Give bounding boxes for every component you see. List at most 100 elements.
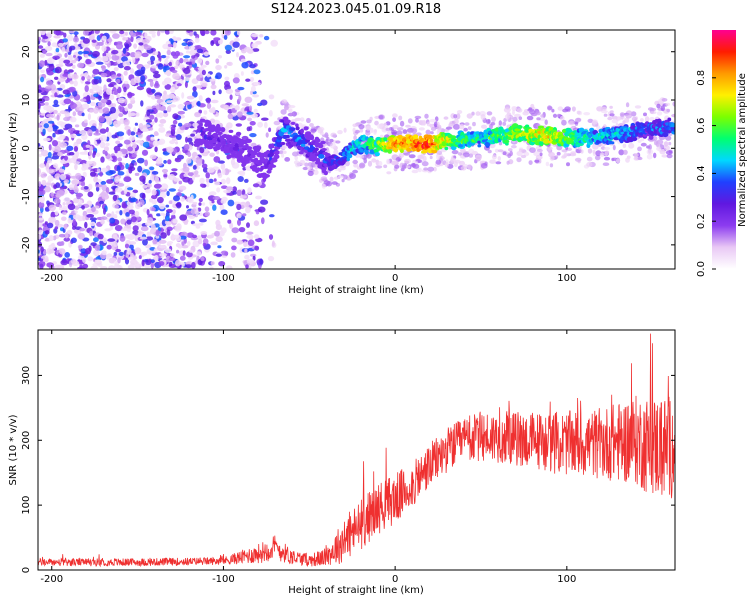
heatmap-cell	[268, 234, 274, 240]
heatmap-cell	[265, 132, 269, 138]
heatmap-cell	[244, 160, 249, 163]
heatmap-cell	[545, 161, 550, 167]
heatmap-cell	[672, 101, 675, 107]
heatmap-cell	[460, 166, 467, 171]
heatmap-cell	[161, 94, 170, 100]
heatmap-cell	[93, 76, 102, 80]
heatmap-cell	[110, 106, 116, 114]
heatmap-cell	[236, 30, 241, 36]
heatmap-cell	[412, 163, 420, 169]
heatmap-cell	[421, 161, 429, 167]
heatmap-cell	[489, 123, 493, 130]
heatmap-cell	[187, 197, 194, 204]
heatmap-cell	[223, 34, 228, 40]
heatmap-cell	[386, 171, 392, 175]
heatmap-cell	[184, 77, 191, 81]
heatmap-cell	[181, 241, 185, 246]
heatmap-cell	[181, 92, 185, 99]
heatmap-cell	[215, 143, 222, 148]
heatmap-cell	[536, 117, 541, 121]
heatmap-cell	[119, 235, 126, 242]
heatmap-cell	[159, 191, 167, 199]
heatmap-cell	[194, 170, 199, 175]
heatmap-cell	[41, 149, 49, 157]
heatmap-cell	[128, 209, 135, 215]
heatmap-cell	[172, 72, 180, 80]
heatmap-cell	[81, 112, 85, 117]
heatmap-cell	[281, 143, 288, 150]
heatmap-cell	[106, 255, 110, 260]
heatmap-cell	[386, 158, 390, 165]
heatmap-cell	[216, 150, 220, 155]
heatmap-cell	[101, 35, 107, 41]
heatmap-cell	[151, 189, 157, 196]
heatmap-cell	[115, 210, 120, 214]
heatmap-cell	[121, 56, 128, 62]
heatmap-cell	[192, 157, 197, 163]
heatmap-cell	[241, 162, 246, 168]
heatmap-cell	[523, 151, 530, 157]
heatmap-cell	[197, 57, 203, 64]
heatmap-cell	[535, 111, 541, 116]
heatmap-cell	[51, 147, 55, 152]
heatmap-cell	[592, 149, 596, 154]
heatmap-cell	[117, 97, 126, 104]
heatmap-cell	[211, 139, 217, 144]
heatmap-cell	[69, 80, 74, 85]
heatmap-cell	[100, 216, 108, 221]
heatmap-cell	[38, 229, 43, 235]
heatmap-cell	[459, 155, 465, 159]
heatmap-cell	[79, 264, 83, 269]
heatmap-cell	[38, 98, 45, 104]
heatmap-cell	[310, 128, 317, 133]
heatmap-cell	[157, 63, 164, 70]
heatmap-cell	[177, 244, 183, 249]
heatmap-cell	[178, 185, 187, 191]
heatmap-cell	[295, 123, 299, 127]
heatmap-cell	[383, 122, 388, 126]
heatmap-cell	[52, 140, 58, 147]
heatmap-cell	[72, 130, 81, 135]
heatmap-cell	[222, 141, 227, 145]
heatmap-cell	[161, 168, 169, 173]
heatmap-cell	[170, 125, 176, 133]
heatmap-cell	[146, 209, 150, 216]
heatmap-cell	[192, 86, 197, 92]
heatmap-cell	[253, 234, 260, 240]
heatmap-cell	[124, 31, 128, 36]
heatmap-cell	[656, 146, 662, 151]
heatmap-cell	[94, 244, 101, 252]
heatmap-cell	[246, 222, 250, 228]
snr-x-axis-label: Height of straight line (km)	[288, 585, 424, 596]
heatmap-cell	[171, 233, 175, 241]
heatmap-cell	[101, 250, 107, 256]
heatmap-cell	[422, 119, 427, 126]
heatmap-cell	[322, 134, 329, 138]
heatmap-cell	[125, 163, 129, 170]
heatmap-cell	[487, 149, 492, 154]
heatmap-cell	[159, 101, 168, 106]
heatmap-cell	[418, 127, 425, 131]
heatmap-cell	[609, 105, 613, 109]
heatmap-cell	[568, 120, 575, 126]
heatmap-cell	[249, 64, 256, 69]
spectrogram-frame	[37, 29, 676, 270]
heatmap-cell	[245, 146, 253, 150]
heatmap-cell	[90, 171, 96, 177]
heatmap-cell	[42, 49, 47, 55]
heatmap-cell	[603, 146, 611, 151]
heatmap-cell	[220, 127, 226, 133]
heatmap-cell	[424, 113, 429, 119]
heatmap-cell	[292, 151, 299, 157]
heatmap-cell	[281, 128, 288, 133]
heatmap-cell	[247, 117, 253, 122]
heatmap-cell	[299, 159, 306, 166]
heatmap-cell	[130, 52, 136, 58]
heatmap-cell	[124, 106, 129, 112]
heatmap-cell	[331, 181, 338, 185]
heatmap-cell	[130, 216, 137, 223]
heatmap-cell	[162, 112, 169, 118]
heatmap-cell	[192, 122, 199, 128]
heatmap-cell	[154, 176, 159, 184]
heatmap-cell	[128, 233, 136, 240]
